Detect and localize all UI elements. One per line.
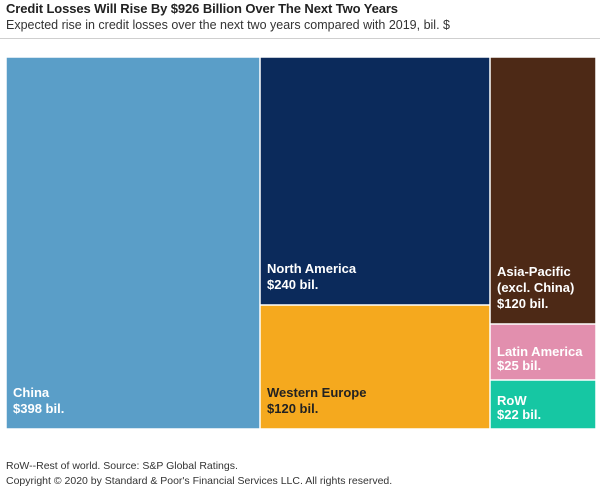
tile-label-latin-america: Latin America	[497, 344, 583, 359]
tile-label-china: China	[13, 385, 50, 400]
tile-value-asia-pacific-excl-china: $120 bil.	[497, 296, 548, 311]
tile-north-america: North America$240 bil.	[260, 57, 490, 305]
tile-rect-china	[6, 57, 260, 429]
tile-china: China$398 bil.	[6, 57, 260, 429]
tile-value-western-europe: $120 bil.	[267, 401, 318, 416]
tile-asia-pacific-excl-china: Asia-Pacific(excl. China)$120 bil.	[490, 57, 596, 324]
tile-label-asia-pacific-excl-china-line-2: (excl. China)	[497, 280, 574, 295]
footnote: RoW--Rest of world. Source: S&P Global R…	[6, 460, 238, 472]
tile-label-north-america: North America	[267, 261, 357, 276]
tile-rect-row	[490, 380, 596, 429]
title-divider	[0, 38, 600, 39]
copyright: Copyright © 2020 by Standard & Poor's Fi…	[6, 475, 393, 487]
chart-title: Credit Losses Will Rise By $926 Billion …	[6, 1, 398, 16]
chart-subtitle: Expected rise in credit losses over the …	[6, 18, 450, 32]
tile-western-europe: Western Europe$120 bil.	[260, 305, 490, 429]
tile-rect-asia-pacific-excl-china	[490, 57, 596, 324]
tile-label-asia-pacific-excl-china-line-1: Asia-Pacific	[497, 264, 571, 279]
tile-value-row: $22 bil.	[497, 407, 541, 422]
tile-value-china: $398 bil.	[13, 401, 64, 416]
tile-latin-america: Latin America$25 bil.	[490, 324, 596, 380]
tile-value-north-america: $240 bil.	[267, 277, 318, 292]
tile-value-latin-america: $25 bil.	[497, 358, 541, 373]
tile-label-row: RoW	[497, 393, 527, 408]
tile-row: RoW$22 bil.	[490, 380, 596, 429]
tile-label-western-europe: Western Europe	[267, 385, 366, 400]
tile-rect-north-america	[260, 57, 490, 305]
tile-rect-latin-america	[490, 324, 596, 380]
tile-rect-western-europe	[260, 305, 490, 429]
